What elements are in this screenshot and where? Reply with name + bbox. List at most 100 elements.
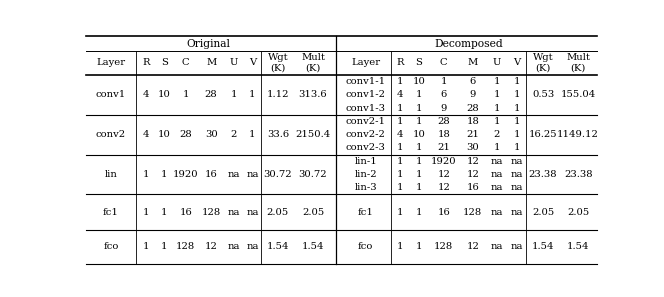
Text: 1: 1 bbox=[397, 183, 404, 192]
Text: conv1: conv1 bbox=[96, 90, 126, 99]
Text: R: R bbox=[396, 59, 404, 67]
Text: 18: 18 bbox=[466, 117, 479, 126]
Text: 1: 1 bbox=[249, 130, 256, 139]
Text: na: na bbox=[490, 157, 503, 166]
Text: conv1-2: conv1-2 bbox=[346, 90, 386, 99]
Text: 16.25: 16.25 bbox=[529, 130, 557, 139]
Text: 30: 30 bbox=[466, 143, 479, 152]
Text: 1: 1 bbox=[230, 90, 237, 99]
Text: 2: 2 bbox=[493, 130, 500, 139]
Text: 1: 1 bbox=[440, 77, 447, 86]
Text: 28: 28 bbox=[466, 104, 479, 113]
Text: 16: 16 bbox=[438, 208, 450, 217]
Text: 1: 1 bbox=[143, 170, 149, 179]
Text: 1: 1 bbox=[397, 77, 404, 86]
Text: 1: 1 bbox=[513, 143, 520, 152]
Text: 1: 1 bbox=[513, 130, 520, 139]
Text: U: U bbox=[492, 59, 501, 67]
Text: 6: 6 bbox=[469, 77, 476, 86]
Text: 1920: 1920 bbox=[173, 170, 199, 179]
Text: Layer: Layer bbox=[96, 59, 125, 67]
Text: 1.54: 1.54 bbox=[301, 242, 324, 251]
Text: 12: 12 bbox=[466, 242, 479, 251]
Text: 128: 128 bbox=[463, 208, 483, 217]
Text: 1: 1 bbox=[416, 104, 422, 113]
Text: conv1-1: conv1-1 bbox=[345, 77, 386, 86]
Text: 18: 18 bbox=[438, 130, 450, 139]
Text: 1: 1 bbox=[493, 90, 500, 99]
Text: na: na bbox=[490, 208, 503, 217]
Text: 4: 4 bbox=[397, 90, 404, 99]
Text: 10: 10 bbox=[412, 130, 425, 139]
Text: 30.72: 30.72 bbox=[264, 170, 292, 179]
Text: 1: 1 bbox=[143, 242, 149, 251]
Text: Wgt
(K): Wgt (K) bbox=[268, 53, 288, 72]
Text: Layer: Layer bbox=[351, 59, 380, 67]
Text: 1: 1 bbox=[513, 90, 520, 99]
Text: 1: 1 bbox=[513, 117, 520, 126]
Text: na: na bbox=[490, 242, 503, 251]
Text: 1: 1 bbox=[493, 104, 500, 113]
Text: 1: 1 bbox=[397, 143, 404, 152]
Text: 33.6: 33.6 bbox=[267, 130, 289, 139]
Text: 128: 128 bbox=[434, 242, 454, 251]
Text: 128: 128 bbox=[201, 208, 220, 217]
Text: 2.05: 2.05 bbox=[267, 208, 289, 217]
Text: 6: 6 bbox=[441, 90, 447, 99]
Text: 16: 16 bbox=[466, 183, 479, 192]
Text: 28: 28 bbox=[205, 90, 218, 99]
Text: 12: 12 bbox=[438, 183, 450, 192]
Text: 9: 9 bbox=[441, 104, 447, 113]
Text: lin-1: lin-1 bbox=[355, 157, 377, 166]
Text: fco: fco bbox=[358, 242, 373, 251]
Text: 1: 1 bbox=[143, 208, 149, 217]
Text: na: na bbox=[511, 242, 523, 251]
Text: 2.05: 2.05 bbox=[532, 208, 554, 217]
Text: 23.38: 23.38 bbox=[529, 170, 557, 179]
Text: 1: 1 bbox=[397, 242, 404, 251]
Text: U: U bbox=[230, 59, 238, 67]
Text: 4: 4 bbox=[397, 130, 404, 139]
Text: M: M bbox=[206, 59, 216, 67]
Text: 9: 9 bbox=[469, 90, 476, 99]
Text: 30.72: 30.72 bbox=[299, 170, 327, 179]
Text: na: na bbox=[511, 183, 523, 192]
Text: 1920: 1920 bbox=[431, 157, 457, 166]
Text: fco: fco bbox=[104, 242, 119, 251]
Text: na: na bbox=[490, 170, 503, 179]
Text: 1: 1 bbox=[161, 242, 167, 251]
Text: S: S bbox=[161, 59, 167, 67]
Text: 1: 1 bbox=[416, 157, 422, 166]
Text: na: na bbox=[490, 183, 503, 192]
Text: na: na bbox=[246, 242, 259, 251]
Text: lin-2: lin-2 bbox=[355, 170, 377, 179]
Text: conv2-2: conv2-2 bbox=[346, 130, 386, 139]
Text: 12: 12 bbox=[205, 242, 218, 251]
Text: 1.54: 1.54 bbox=[267, 242, 289, 251]
Text: 1: 1 bbox=[416, 183, 422, 192]
Text: na: na bbox=[228, 170, 240, 179]
Text: 10: 10 bbox=[412, 77, 425, 86]
Text: conv2-3: conv2-3 bbox=[346, 143, 386, 152]
Text: 1.12: 1.12 bbox=[267, 90, 289, 99]
Text: 2150.4: 2150.4 bbox=[295, 130, 331, 139]
Text: 1: 1 bbox=[513, 77, 520, 86]
Text: 1: 1 bbox=[249, 90, 256, 99]
Text: 16: 16 bbox=[205, 170, 218, 179]
Text: na: na bbox=[511, 157, 523, 166]
Text: Mult
(K): Mult (K) bbox=[301, 53, 325, 72]
Text: 21: 21 bbox=[466, 130, 479, 139]
Text: na: na bbox=[228, 208, 240, 217]
Text: R: R bbox=[142, 59, 149, 67]
Text: Wgt
(K): Wgt (K) bbox=[533, 53, 553, 72]
Text: 1: 1 bbox=[397, 208, 404, 217]
Text: Mult
(K): Mult (K) bbox=[566, 53, 590, 72]
Text: na: na bbox=[246, 170, 259, 179]
Text: 21: 21 bbox=[438, 143, 450, 152]
Text: 4: 4 bbox=[143, 130, 149, 139]
Text: 1: 1 bbox=[416, 242, 422, 251]
Text: fc1: fc1 bbox=[358, 208, 374, 217]
Text: 1: 1 bbox=[183, 90, 189, 99]
Text: 23.38: 23.38 bbox=[564, 170, 592, 179]
Text: 4: 4 bbox=[143, 90, 149, 99]
